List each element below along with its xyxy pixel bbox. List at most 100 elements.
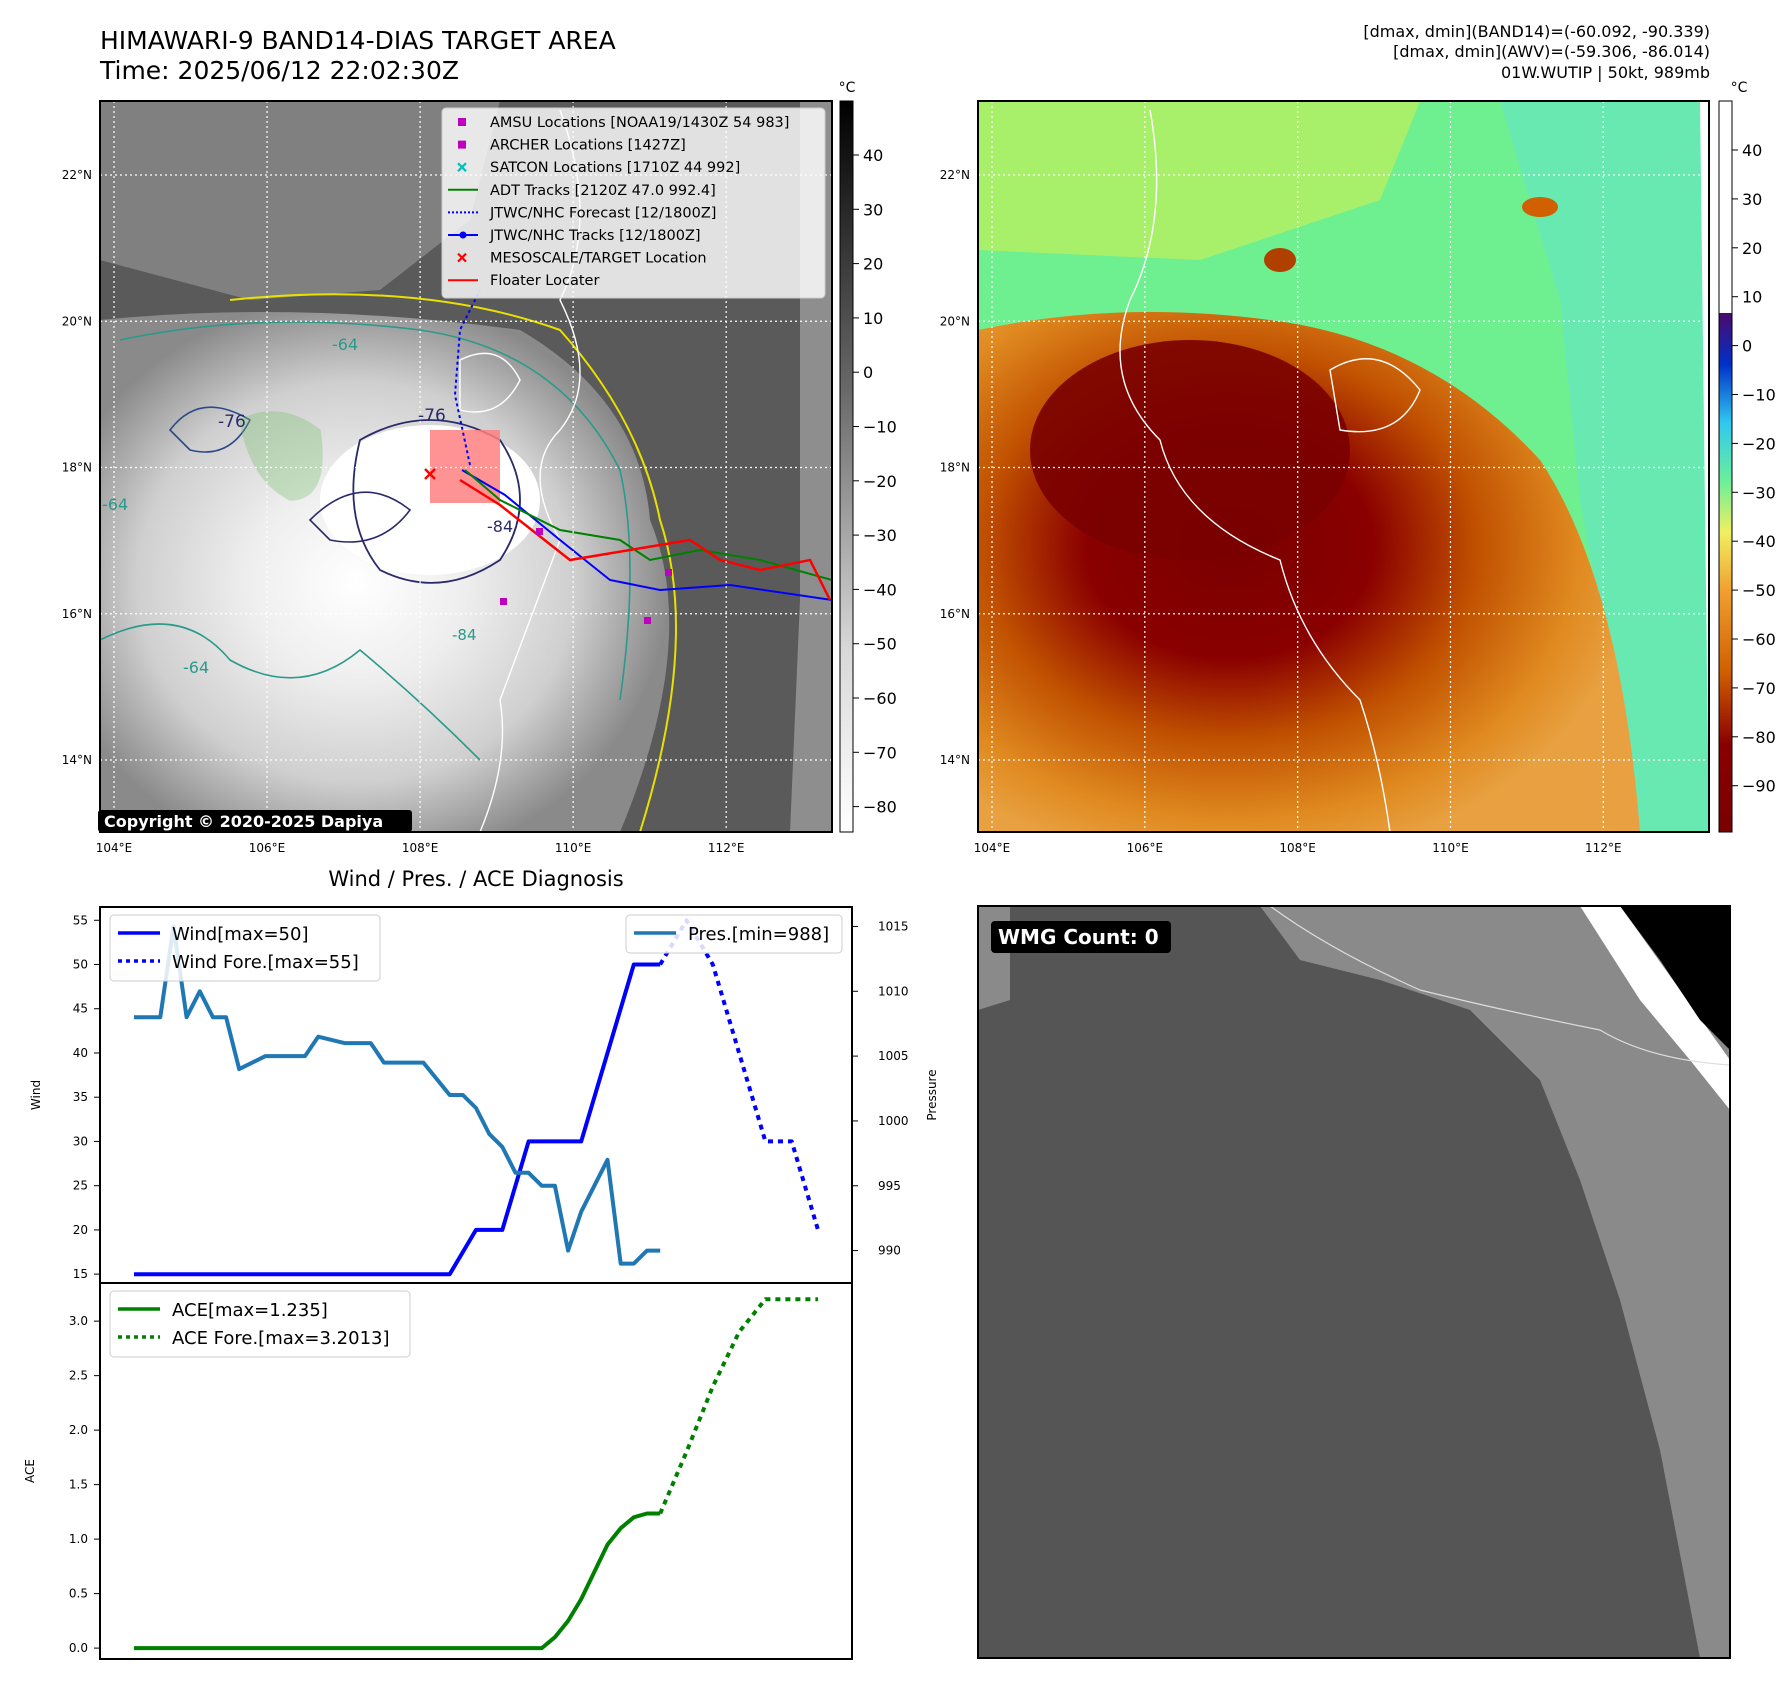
colorbar-tick-label: −30 xyxy=(863,526,897,545)
copyright-badge: Copyright © 2020-2025 Dapiya xyxy=(98,810,412,832)
y-tick-label: 3.0 xyxy=(69,1314,88,1328)
legend-wind-fore-label: Wind Fore.[max=55] xyxy=(172,952,359,973)
y-tick-label: 1010 xyxy=(878,984,909,998)
pres-min-line xyxy=(134,924,661,1266)
wmg-panel: WMG Count: 0 xyxy=(977,905,1731,1659)
ir-gridlines xyxy=(100,101,832,832)
colorbar-tick-label: −60 xyxy=(1742,630,1776,649)
wmg-frame xyxy=(977,905,1731,1659)
colorbar-tick-label: 30 xyxy=(1742,190,1762,209)
legend-marker-square xyxy=(458,140,466,149)
legend-marker-x xyxy=(457,162,467,172)
colorbar-tick-label: 40 xyxy=(1742,141,1762,160)
archer-marker-2 xyxy=(665,569,672,576)
awv-moist-north xyxy=(978,101,1420,260)
contour-label: -84 xyxy=(452,626,477,644)
y-tick-label: 995 xyxy=(878,1179,901,1193)
ir-colorbar-ticks: 40 30 20 10 0 −10 −20 −30 −40 −50 −60 −70 −80 xyxy=(853,146,897,817)
ir-legend: AMSU Locations [NOAA19/1430Z 54 983] ARCH… xyxy=(441,107,826,299)
archer-marker-3 xyxy=(644,617,651,624)
target-x-marker xyxy=(424,468,436,480)
colorbar-tick-label: 10 xyxy=(1742,288,1762,307)
amsu-marker xyxy=(536,528,543,535)
y-tick-label: 40 xyxy=(73,1046,88,1060)
colorbar-tick-label: −50 xyxy=(863,635,897,654)
colorbar-tick-label: −70 xyxy=(1742,679,1776,698)
figure-title: HIMAWARI-9 BAND14-DIAS TARGET AREA xyxy=(100,26,616,55)
wmg-region-light xyxy=(1260,906,1730,1658)
wind-y-ticks: 15 20 25 30 35 40 45 50 55 xyxy=(73,913,100,1281)
colorbar-tick-label: 0 xyxy=(863,363,873,382)
lat-tick-label: 20°N xyxy=(940,314,970,328)
legend-ace-label: ACE[max=1.235] xyxy=(172,1300,328,1321)
ir-contour-navy-1 xyxy=(168,406,252,453)
colorbar-tick-label: −70 xyxy=(863,743,897,762)
y-tick-label: 990 xyxy=(878,1244,901,1258)
jtwc-track xyxy=(461,469,832,601)
wmg-region-white xyxy=(1580,906,1730,1110)
ace-chart: ACE 0.0 0.5 1.0 1.5 2.0 2.5 3.0 ACE[max=1.235]… xyxy=(23,1282,853,1660)
legend-entry-label: ADT Tracks [2120Z 47.0 992.4] xyxy=(490,183,716,199)
wmg-badge-text: WMG Count: 0 xyxy=(998,925,1159,949)
y-tick-label: 2.0 xyxy=(69,1423,88,1437)
legend-pressure-label: Pres.[min=988] xyxy=(688,924,829,945)
wmg-badge xyxy=(991,921,1171,953)
y-tick-label: 50 xyxy=(73,958,88,972)
lat-tick-label: 22°N xyxy=(62,168,92,182)
y-tick-label: 1.5 xyxy=(69,1478,88,1492)
colorbar-tick-label: −40 xyxy=(863,580,897,599)
legend-entry-label: SATCON Locations [1710Z 44 992] xyxy=(490,160,740,176)
y-tick-label: 35 xyxy=(73,1090,88,1104)
y-tick-label: 1000 xyxy=(878,1114,909,1128)
lon-tick-label: 110°E xyxy=(555,841,592,855)
figure-time: Time: 2025/06/12 22:02:30Z xyxy=(100,56,459,85)
y-tick-label: 45 xyxy=(73,1002,88,1016)
wind-max-line xyxy=(134,962,661,1277)
lon-tick-label: 110°E xyxy=(1432,841,1469,855)
lat-tick-label: 16°N xyxy=(940,607,970,621)
ace-y-ticks: 0.0 0.5 1.0 1.5 2.0 2.5 3.0 xyxy=(69,1314,100,1655)
y-tick-label: 15 xyxy=(73,1267,88,1281)
legend-entry-label: MESOSCALE/TARGET Location xyxy=(490,251,707,267)
wind-pressure-chart: Wind / Pres. / ACE Diagnosis Wind Pressu… xyxy=(29,867,939,1284)
ace-legend: ACE[max=1.235] ACE Fore.[max=3.2013] xyxy=(109,1290,411,1358)
contour-label: -76 xyxy=(418,406,446,426)
ir-contour-navy-3 xyxy=(308,491,412,543)
wmg-coastline xyxy=(1269,906,1730,1066)
wind-legend: Wind[max=50] Wind Fore.[max=55] xyxy=(109,914,381,982)
floater-track xyxy=(459,478,832,601)
colorbar-tick-label: 20 xyxy=(1742,239,1762,258)
legend-wind-label: Wind[max=50] xyxy=(172,924,309,945)
y-tick-label: 30 xyxy=(73,1134,88,1148)
y-tick-label: 20 xyxy=(73,1223,88,1237)
colorbar-tick-label: −60 xyxy=(863,689,897,708)
archer-marker xyxy=(500,598,507,605)
colorbar-tick-label: 0 xyxy=(1742,337,1752,356)
colorbar-tick-label: −90 xyxy=(1742,777,1776,796)
awv-colorbar xyxy=(1718,100,1733,833)
contour-label: -64 xyxy=(102,495,128,514)
colorbar-tick-label: −40 xyxy=(1742,532,1776,551)
colorbar-tick-label: −20 xyxy=(863,472,897,491)
pressure-y-ticks: 990 995 1000 1005 1010 1015 xyxy=(852,919,909,1258)
band14-range: [dmax, dmin](BAND14)=(-60.092, -90.339) xyxy=(1363,22,1710,41)
legend-entry-label: ARCHER Locations [1427Z] xyxy=(490,138,686,154)
awv-dry-east xyxy=(1500,101,1709,832)
awv-range: [dmax, dmin](AWV)=(-59.306, -86.014) xyxy=(1393,42,1710,61)
colorbar-tick-label: −10 xyxy=(1742,386,1776,405)
awv-colorbar-ticks: 40 30 20 10 0 −10 −20 −30 −40 −50 −60 −70 −80 −90 xyxy=(1732,141,1776,796)
pressure-axis-label: Pressure xyxy=(925,1069,939,1120)
awv-colorbar-unit: °C xyxy=(1731,80,1748,96)
legend-entry-label: Floater Locater xyxy=(490,273,599,289)
lon-tick-label: 104°E xyxy=(96,841,133,855)
y-tick-label: 2.5 xyxy=(69,1369,88,1383)
awv-coastline xyxy=(1119,109,1391,832)
wind-axis-label: Wind xyxy=(29,1080,43,1110)
wmg-region-black xyxy=(1620,906,1730,1050)
ir-island xyxy=(459,352,521,413)
y-tick-label: 55 xyxy=(73,913,88,927)
y-tick-label: 1015 xyxy=(878,919,909,933)
contour-label: -64 xyxy=(332,335,358,354)
awv-gridlines xyxy=(978,101,1709,832)
